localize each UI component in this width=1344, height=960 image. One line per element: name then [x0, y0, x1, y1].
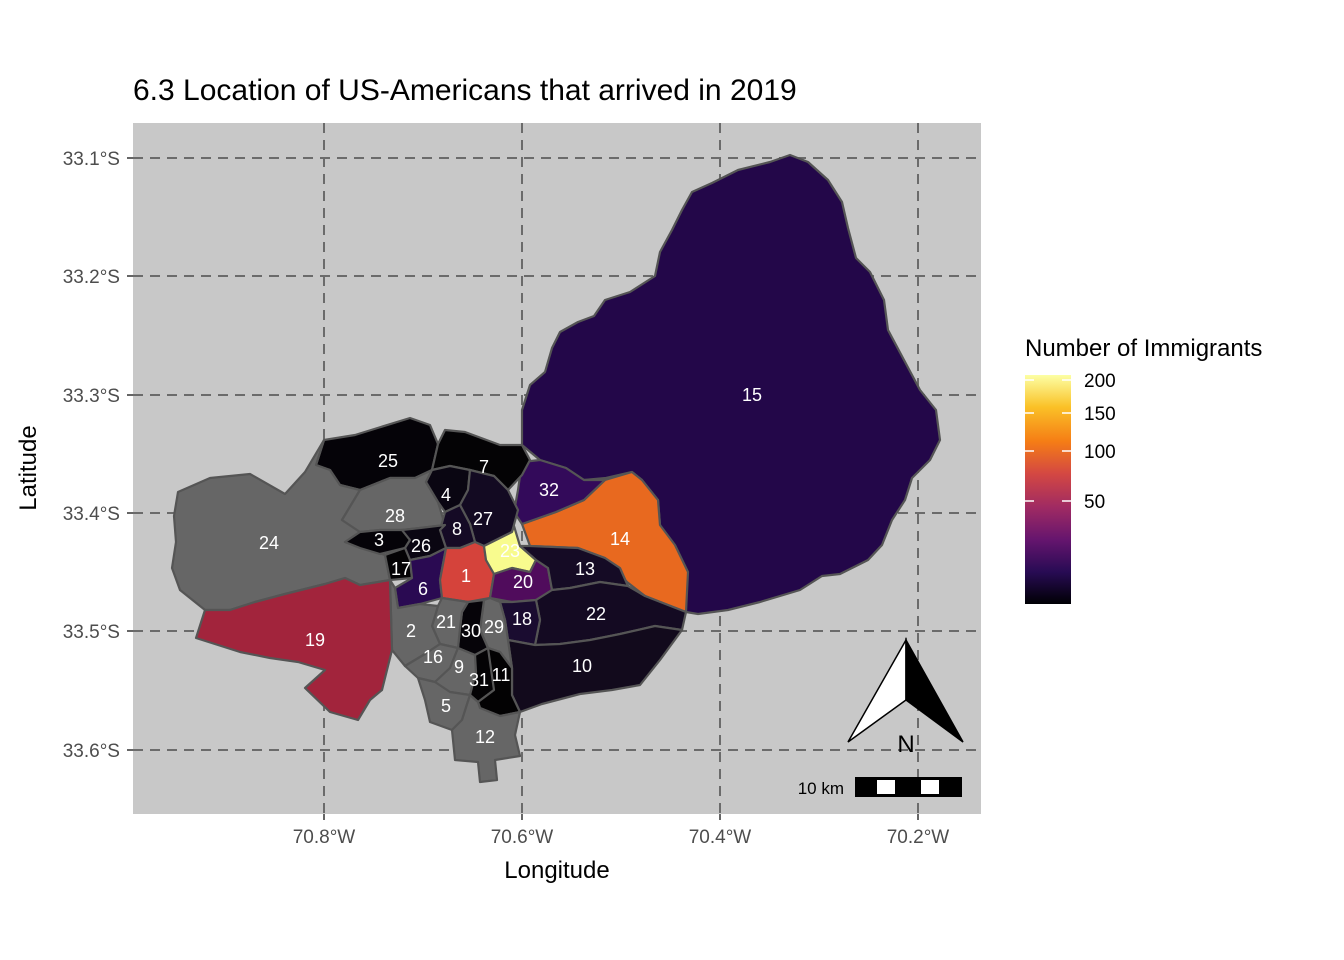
region-label: 5: [441, 696, 451, 716]
legend-tick-label: 200: [1084, 371, 1116, 392]
region-6[interactable]: [393, 546, 448, 610]
y-tick-label: 33.2°S: [63, 267, 120, 288]
scale-bar-label: 10 km: [798, 779, 844, 798]
legend-tick-label: 100: [1084, 442, 1116, 463]
region-label: 4: [441, 485, 451, 505]
legend: Number of Immigrants 200 150 100 50: [1025, 335, 1262, 604]
scale-bar-segment: [921, 780, 939, 794]
legend-colorbar: [1025, 375, 1071, 604]
map-title: 6.3 Location of US-Americans that arrive…: [133, 74, 797, 107]
x-tick-label: 70.6°W: [491, 827, 554, 848]
legend-title: Number of Immigrants: [1025, 335, 1262, 362]
region-label: 18: [512, 609, 532, 629]
region-label: 17: [391, 559, 411, 579]
region-label: 25: [378, 451, 398, 471]
region-label: 14: [610, 529, 630, 549]
region-label: 26: [411, 536, 431, 556]
region-label: 15: [742, 385, 762, 405]
region-label: 32: [539, 480, 559, 500]
region-label: 27: [473, 509, 493, 529]
x-tick-label: 70.8°W: [293, 827, 356, 848]
scale-bar-frame: [855, 777, 962, 797]
north-arrow: N: [847, 637, 964, 758]
region-label: 10: [572, 656, 592, 676]
legend-tick-label: 50: [1084, 492, 1105, 513]
legend-tick-label: 150: [1084, 404, 1116, 425]
region-label: 21: [436, 612, 456, 632]
north-arrow-label: N: [897, 731, 914, 758]
y-axis: 33.1°S 33.2°S 33.3°S 33.4°S 33.5°S 33.6°…: [15, 149, 133, 762]
region-label: 19: [305, 630, 325, 650]
region-label: 9: [454, 657, 464, 677]
region-label: 23: [500, 541, 520, 561]
y-tick-label: 33.5°S: [63, 622, 120, 643]
scale-bar: 10 km: [798, 777, 962, 798]
region-label: 8: [452, 519, 462, 539]
region-12[interactable]: [450, 693, 522, 784]
region-label: 24: [259, 533, 279, 553]
region-label: 12: [475, 727, 495, 747]
regions: [170, 153, 942, 784]
x-axis-title: Longitude: [504, 857, 609, 884]
region-label: 28: [385, 506, 405, 526]
region-label: 30: [461, 621, 481, 641]
region-label: 3: [374, 530, 384, 550]
region-label: 1: [461, 566, 471, 586]
region-label: 31: [469, 670, 489, 690]
x-tick-label: 70.4°W: [689, 827, 752, 848]
region-label: 11: [492, 665, 511, 685]
y-tick-label: 33.1°S: [63, 149, 120, 170]
y-tick-label: 33.6°S: [63, 741, 120, 762]
region-labels: 15 14 32 25 7 24 28 4 27 8 3 26 23 17 13…: [259, 385, 762, 747]
y-axis-title: Latitude: [15, 425, 42, 510]
north-arrow-right-half: [905, 637, 964, 743]
region-label: 20: [513, 572, 533, 592]
x-axis: 70.8°W 70.6°W 70.4°W 70.2°W Longitude: [293, 814, 950, 884]
region-13[interactable]: [518, 544, 630, 592]
region-label: 2: [406, 621, 416, 641]
region-label: 7: [479, 457, 489, 477]
region-label: 16: [423, 647, 443, 667]
region-2[interactable]: [388, 578, 442, 668]
region-label: 6: [418, 579, 428, 599]
y-tick-label: 33.4°S: [63, 504, 120, 525]
region-label: 29: [484, 617, 504, 637]
x-tick-label: 70.2°W: [887, 827, 950, 848]
region-label: 22: [586, 604, 606, 624]
region-label: 13: [575, 559, 595, 579]
y-tick-label: 33.3°S: [63, 386, 120, 407]
region-19[interactable]: [194, 576, 394, 722]
scale-bar-segment: [877, 780, 895, 794]
